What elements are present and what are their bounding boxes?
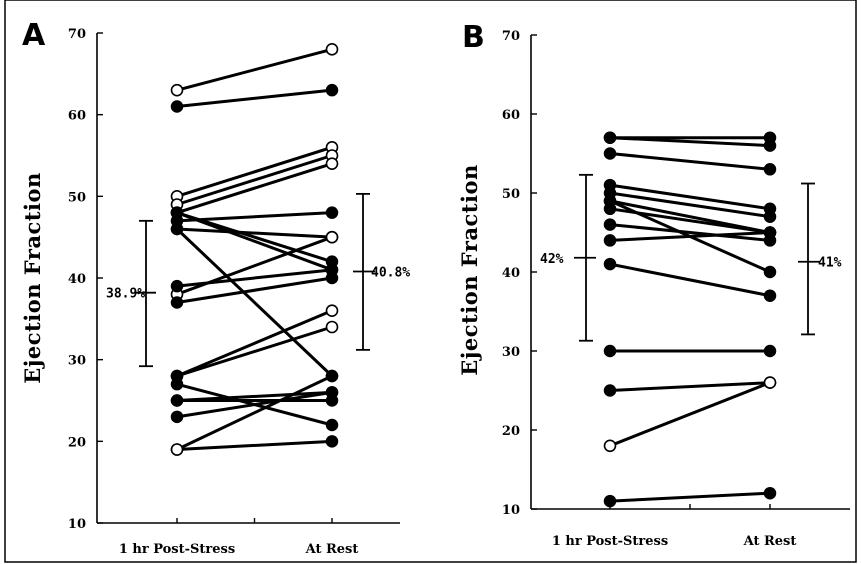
patient-line: [176, 227, 333, 239]
patient-line: [175, 227, 334, 378]
patient-line: [609, 231, 771, 242]
y-axis-label: Ejection Fraction: [457, 164, 482, 375]
patient-line: [609, 262, 771, 298]
patient-line: [176, 162, 333, 215]
patient-line: [176, 276, 333, 304]
patient-line: [176, 88, 333, 108]
y-tick-label: 30: [68, 354, 86, 369]
data-point: [763, 344, 777, 358]
data-point: [603, 234, 617, 247]
data-point: [763, 289, 777, 302]
data-point: [325, 435, 339, 448]
patient-line: [176, 47, 333, 92]
data-point: [170, 377, 184, 391]
panel-label: A: [22, 18, 46, 53]
data-point: [603, 344, 617, 358]
patient-line: [176, 235, 333, 296]
data-point: [325, 43, 339, 56]
patient-line: [176, 211, 333, 272]
x-category-label: 1 hr Post-Stress: [119, 542, 235, 557]
x-category-label: 1 hr Post-Stress: [552, 534, 668, 549]
patient-line: [609, 152, 771, 171]
data-point: [170, 296, 184, 309]
data-point: [763, 163, 777, 176]
y-tick-label: 10: [68, 517, 86, 532]
data-point: [763, 376, 777, 389]
data-point: [763, 210, 777, 223]
y-tick-label: 20: [502, 424, 520, 439]
patient-line: [176, 374, 333, 451]
data-point: [763, 139, 777, 152]
data-point: [170, 206, 184, 219]
patient-line: [609, 491, 771, 503]
y-tick-label: 40: [502, 266, 520, 281]
patient-line: [176, 145, 333, 198]
patient-line: [609, 381, 771, 448]
patient-line: [176, 154, 333, 206]
y-tick-label: 40: [68, 272, 86, 287]
panel-b: B 10 20 30 40 50 60 70 1 hr Post-Stress At Rest Ej…: [457, 20, 850, 549]
data-point: [170, 100, 184, 113]
patient-line: [609, 223, 771, 242]
mean-label: 41%: [818, 256, 842, 271]
y-tick-label: 50: [502, 187, 520, 202]
data-point: [325, 418, 339, 432]
data-point: [325, 369, 339, 383]
x-category-label: At Rest: [305, 542, 359, 557]
data-point: [325, 271, 339, 285]
data-point: [325, 206, 339, 219]
data-point: [325, 157, 339, 170]
data-point: [763, 265, 777, 279]
patient-line: [176, 268, 333, 288]
patient-line: [176, 390, 333, 419]
mean-label: 38.9%: [106, 287, 145, 302]
data-point: [170, 222, 184, 236]
data-point: [603, 384, 617, 397]
data-point: [603, 439, 617, 453]
panel-a: A 10 20 30 40 50 60 70 1 hr Post-Stress At Rest Ej…: [20, 18, 410, 557]
patient-line: [176, 309, 333, 378]
data-point: [170, 83, 184, 97]
y-tick-label: 10: [502, 503, 520, 518]
mean-label: 40.8%: [371, 265, 410, 280]
y-axis-label: Ejection Fraction: [20, 172, 45, 383]
patient-line: [609, 381, 771, 392]
data-point: [603, 131, 617, 144]
data-point: [170, 410, 184, 424]
panel-label: B: [462, 20, 485, 55]
data-point: [170, 279, 184, 293]
y-tick-label: 60: [68, 109, 86, 124]
y-tick-label: 50: [68, 190, 86, 205]
data-point: [603, 218, 617, 231]
patient-line: [176, 439, 333, 451]
figure-border: [4, 0, 857, 563]
patient-line: [176, 325, 333, 378]
x-category-label: At Rest: [743, 534, 797, 549]
data-point: [170, 443, 184, 456]
data-point: [325, 230, 339, 244]
y-tick-label: 60: [502, 108, 520, 123]
data-point: [603, 257, 617, 271]
data-point: [170, 394, 184, 407]
data-point: [603, 494, 617, 508]
y-tick-label: 20: [68, 435, 86, 450]
data-point: [603, 194, 617, 208]
data-point: [763, 486, 777, 500]
patient-line: [609, 191, 771, 219]
data-point: [325, 83, 339, 97]
data-point: [325, 386, 339, 399]
data-point: [603, 147, 617, 160]
mean-label: 42%: [540, 252, 564, 267]
y-tick-label: 70: [68, 27, 86, 42]
y-tick-label: 30: [502, 345, 520, 360]
patient-line: [609, 183, 771, 211]
data-point: [763, 226, 777, 239]
y-tick-label: 70: [502, 29, 520, 44]
patient-line: [609, 136, 771, 148]
data-point: [325, 320, 339, 334]
data-point: [325, 304, 339, 317]
